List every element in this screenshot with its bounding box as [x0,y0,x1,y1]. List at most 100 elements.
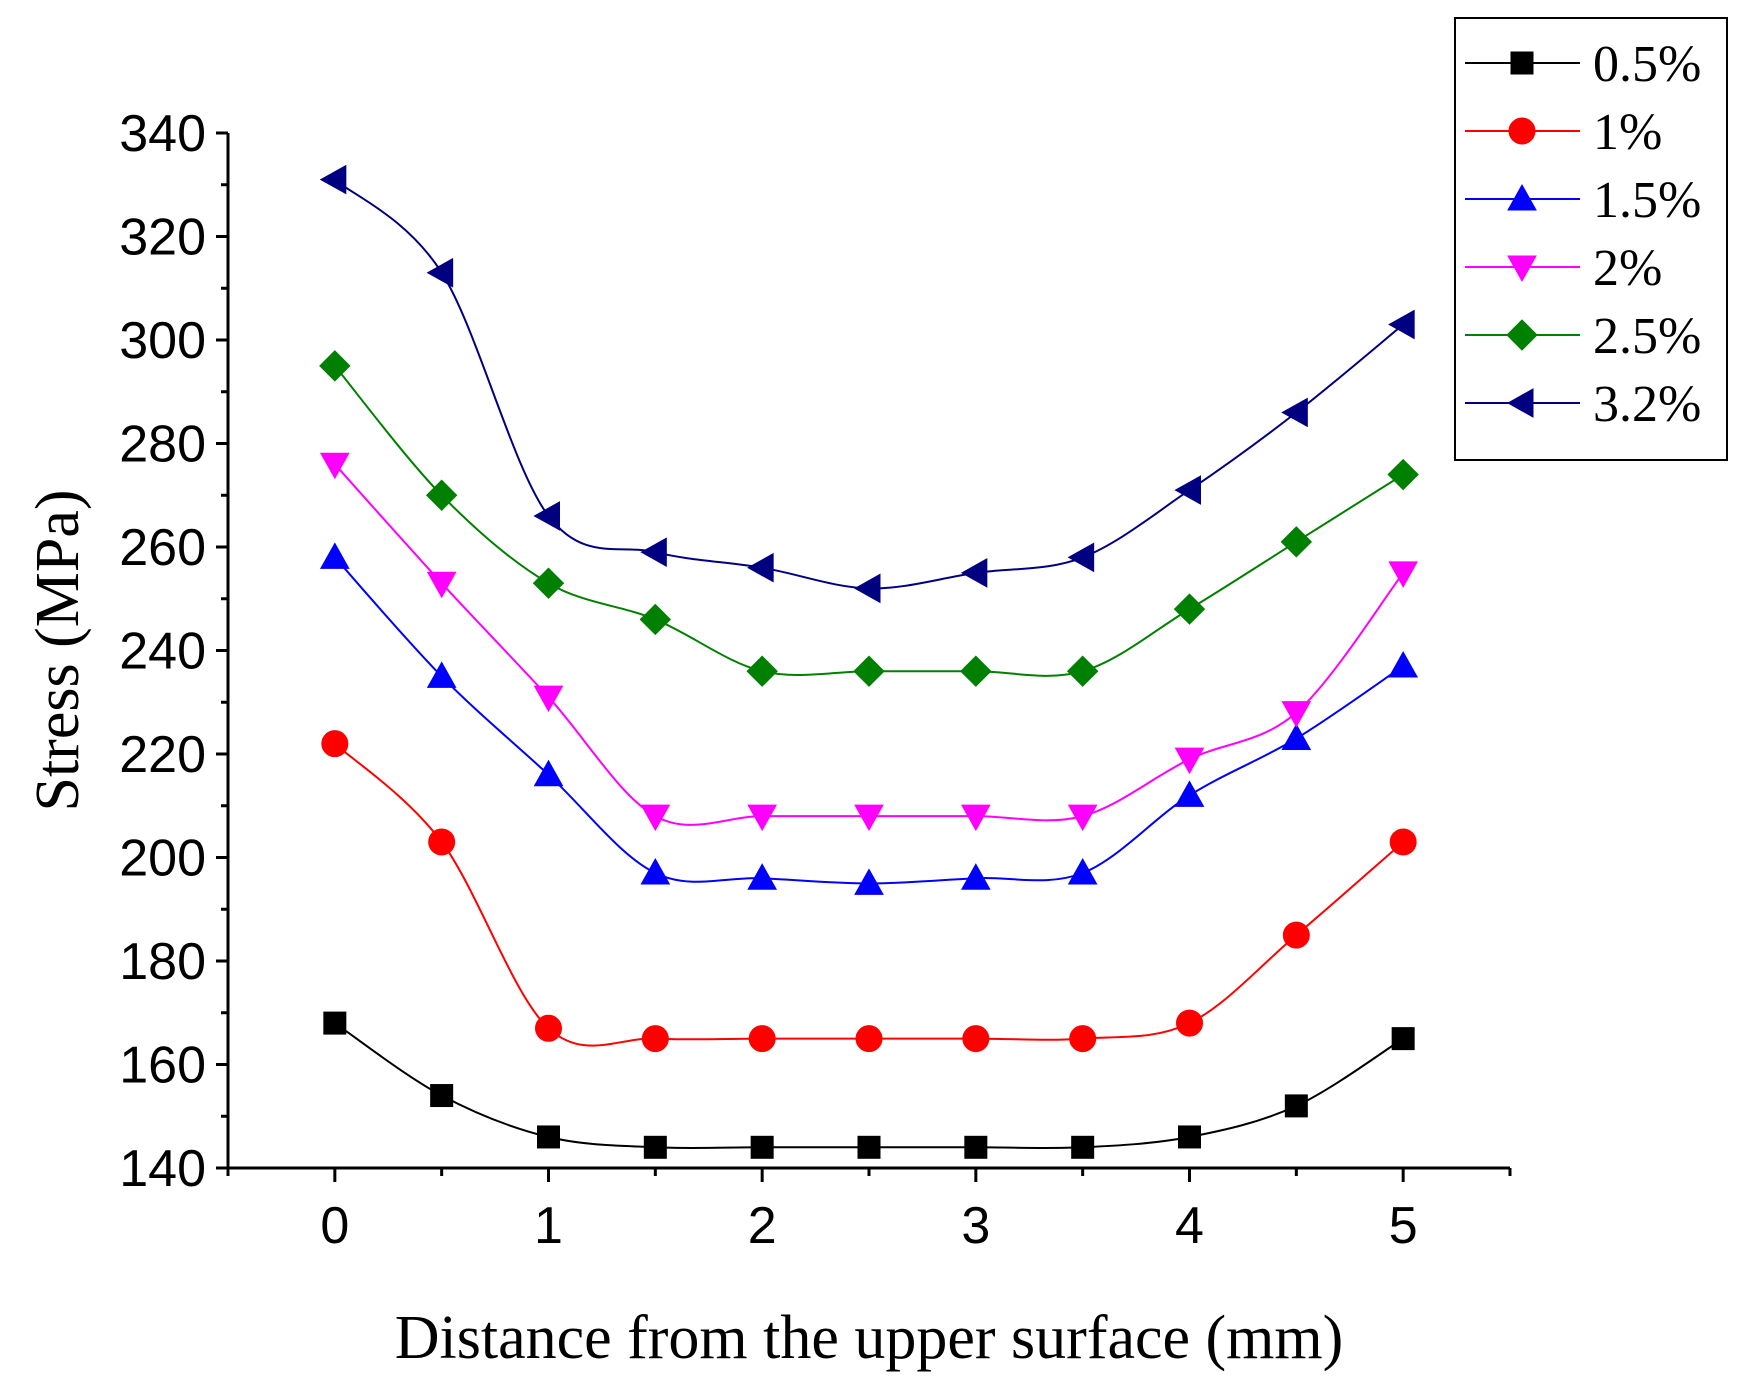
data-point-0 [964,1135,988,1159]
data-point-0 [1178,1125,1201,1149]
data-point-3 [1388,561,1419,588]
data-point-4 [1280,526,1313,558]
data-point-2 [319,542,350,569]
data-point-2 [426,661,457,688]
legend-marker [1507,255,1537,283]
x-axis-title: Distance from the upper surface (mm) [395,1304,1344,1372]
y-tick-label: 260 [119,519,206,577]
legend-label: 2% [1593,240,1662,297]
data-point-1 [428,828,456,856]
data-point-4 [1173,593,1206,625]
data-point-4 [960,655,992,687]
data-point-5 [853,573,881,604]
data-point-0 [323,1011,347,1035]
data-point-1 [748,1025,776,1053]
legend-label: 0.5% [1593,36,1701,93]
data-point-0 [537,1125,560,1149]
y-tick-label: 140 [119,1140,206,1198]
data-point-3 [960,804,991,832]
data-point-5 [960,558,988,588]
legend-label: 1% [1593,104,1662,161]
series-line-3 [334,463,1404,826]
legend-marker [1506,388,1534,418]
y-tick-label: 200 [119,830,206,888]
data-point-5 [426,257,454,288]
series-line-1 [334,742,1404,1047]
y-axis-title: Stress (MPa) [24,489,92,811]
data-point-5 [1067,542,1095,573]
data-point-1 [1389,828,1417,856]
y-tick-label: 340 [119,105,206,163]
legend-label: 1.5% [1593,172,1701,229]
data-point-2 [533,759,564,787]
data-point-1 [321,730,349,758]
data-point-3 [1067,804,1098,832]
legend: 0.5% 1% 1.5% 2% 2.5% 3.2% [1454,17,1728,461]
data-point-4 [1387,458,1419,491]
y-tick-label: 160 [119,1037,206,1095]
legend-marker [1506,319,1538,351]
x-tick-label: 4 [1175,1197,1204,1255]
data-point-4 [746,655,778,687]
data-point-1 [1282,921,1310,949]
data-point-4 [532,567,565,599]
data-point-0 [1071,1135,1095,1159]
data-point-4 [639,603,672,636]
x-tick-label: 0 [320,1197,349,1255]
x-tick-label: 3 [961,1197,990,1255]
data-point-5 [533,501,560,531]
data-point-2 [854,868,884,895]
y-tick-label: 300 [119,312,206,370]
data-point-4 [319,350,351,382]
y-tick-label: 280 [119,416,206,474]
series-line-2 [334,556,1404,885]
legend-label: 3.2% [1593,376,1701,433]
data-point-5 [1388,309,1415,340]
data-point-5 [319,164,347,195]
data-point-2 [960,863,991,890]
data-point-1 [1176,1009,1203,1037]
data-point-3 [640,804,671,832]
series-markers [319,164,1419,1159]
data-point-5 [747,552,774,583]
data-point-5 [640,537,667,568]
legend-marker [1510,51,1534,75]
data-point-0 [643,1135,667,1159]
data-point-2 [1067,858,1098,885]
data-point-1 [855,1025,883,1053]
data-point-3 [1281,701,1312,728]
data-point-5 [1281,397,1308,428]
y-tick-label: 180 [119,933,206,991]
data-point-0 [1284,1094,1308,1118]
data-point-1 [535,1014,562,1042]
x-tick-label: 5 [1389,1197,1418,1255]
data-point-3 [1174,747,1205,775]
y-tick-label: 220 [119,726,206,784]
data-point-1 [641,1025,669,1053]
y-tick-label: 320 [119,209,206,267]
legend-box [1454,17,1728,461]
data-point-2 [747,863,778,890]
data-point-3 [747,804,778,832]
data-point-0 [1391,1027,1415,1051]
series-line-4 [334,365,1404,677]
y-tick-label: 240 [119,623,206,681]
series-line-5 [334,178,1404,590]
data-point-4 [853,655,885,687]
data-point-3 [426,571,457,599]
x-tick-label: 1 [534,1197,563,1255]
data-point-0 [857,1135,881,1159]
data-point-4 [425,479,458,511]
data-point-2 [640,858,671,885]
data-point-2 [1388,651,1419,678]
data-point-3 [319,452,350,480]
legend-marker [1508,117,1536,145]
legend-label: 2.5% [1593,308,1701,365]
data-point-1 [962,1025,990,1053]
data-point-1 [1069,1025,1097,1053]
data-point-5 [1174,475,1201,505]
legend-marker [1507,183,1537,211]
data-point-0 [430,1084,454,1108]
axes: 140 160 180 200 220 240 260 280 300 320 340 0 1 2 3 4 5 [119,105,1512,1255]
